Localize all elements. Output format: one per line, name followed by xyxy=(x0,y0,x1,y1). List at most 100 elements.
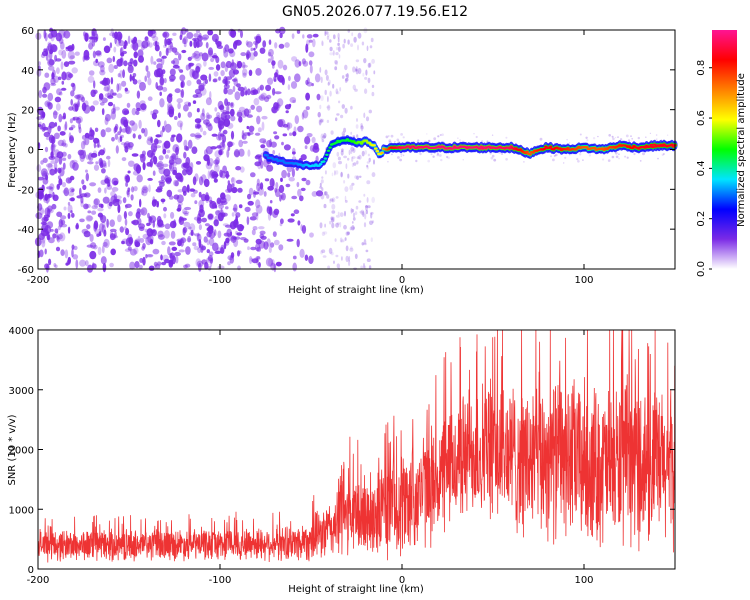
noise-blob xyxy=(253,50,258,57)
signal-core xyxy=(643,146,647,149)
noise-blob xyxy=(93,198,100,206)
noise-dot xyxy=(552,158,555,162)
noise-blob xyxy=(106,179,111,187)
noise-blob xyxy=(234,40,239,45)
noise-blob xyxy=(123,142,128,149)
noise-blob xyxy=(240,30,243,39)
noise-blob xyxy=(242,64,248,68)
noise-blob xyxy=(272,88,276,96)
noise-blob xyxy=(352,148,356,153)
noise-blob xyxy=(183,145,188,151)
noise-blob xyxy=(305,179,311,186)
snr-series-line xyxy=(37,329,676,563)
noise-blob xyxy=(294,115,299,125)
noise-blob xyxy=(131,153,139,157)
noise-blob xyxy=(127,64,134,71)
noise-blob xyxy=(354,211,358,216)
noise-blob xyxy=(52,111,59,116)
noise-blob xyxy=(270,141,277,148)
noise-blob xyxy=(98,93,104,100)
noise-blob xyxy=(142,233,150,240)
noise-blob xyxy=(95,144,102,148)
noise-blob xyxy=(85,154,90,160)
noise-blob xyxy=(232,78,238,82)
noise-blob xyxy=(90,152,98,158)
noise-blob xyxy=(337,156,341,161)
noise-blob xyxy=(208,237,215,247)
noise-blob xyxy=(198,199,205,208)
noise-blob xyxy=(220,61,226,69)
noise-blob xyxy=(190,188,195,192)
noise-blob xyxy=(233,77,238,87)
noise-dot xyxy=(501,153,504,155)
noise-blob xyxy=(163,120,167,127)
spectrogram-y-label: Frequency (Hz) xyxy=(7,112,18,188)
noise-blob xyxy=(273,239,280,246)
noise-blob xyxy=(141,190,145,196)
noise-blob xyxy=(170,211,175,219)
noise-blob xyxy=(338,160,342,165)
noise-blob xyxy=(124,218,128,226)
noise-blob xyxy=(272,231,277,238)
noise-blob xyxy=(349,184,354,191)
noise-blob xyxy=(101,245,105,254)
noise-blob xyxy=(178,216,185,225)
noise-blob xyxy=(230,102,234,107)
noise-blob xyxy=(56,235,60,241)
noise-blob xyxy=(214,215,221,222)
noise-blob xyxy=(54,96,62,103)
colorbar-label: Normalized spectral amplitude xyxy=(736,73,747,227)
noise-blob xyxy=(318,118,323,125)
noise-blob xyxy=(141,186,149,194)
noise-blob xyxy=(85,172,90,182)
noise-blob xyxy=(369,62,372,68)
noise-blob xyxy=(257,127,262,133)
noise-blob xyxy=(256,105,263,113)
noise-blob xyxy=(98,203,103,208)
noise-blob xyxy=(282,123,289,128)
noise-blob xyxy=(60,215,67,220)
noise-blob xyxy=(169,252,173,259)
x-tick-label: -200 xyxy=(27,575,50,586)
noise-blob xyxy=(114,133,118,140)
noise-blob xyxy=(71,103,79,112)
noise-blob xyxy=(141,128,145,134)
noise-blob xyxy=(157,119,161,128)
noise-blob xyxy=(131,75,135,82)
noise-blob xyxy=(363,58,367,64)
noise-dot xyxy=(400,133,403,136)
noise-blob xyxy=(322,135,326,139)
noise-blob xyxy=(51,203,57,210)
noise-blob xyxy=(356,156,360,160)
noise-blob xyxy=(350,43,354,47)
noise-blob xyxy=(133,51,138,59)
noise-blob xyxy=(325,31,329,35)
noise-blob xyxy=(345,231,350,236)
noise-dot xyxy=(500,152,503,155)
noise-blob xyxy=(172,57,180,67)
noise-blob xyxy=(230,115,236,122)
noise-blob xyxy=(73,102,79,108)
noise-blob xyxy=(146,150,154,158)
noise-blob xyxy=(205,112,210,122)
noise-blob xyxy=(368,265,372,270)
noise-blob xyxy=(361,41,365,46)
noise-blob xyxy=(279,222,283,227)
noise-blob xyxy=(229,108,235,117)
noise-blob xyxy=(185,28,189,33)
noise-blob xyxy=(197,213,202,222)
noise-blob xyxy=(59,131,66,136)
noise-blob xyxy=(114,123,119,130)
noise-blob xyxy=(162,87,168,92)
noise-blob xyxy=(220,133,225,137)
x-tick-label: 0 xyxy=(399,275,405,286)
noise-blob xyxy=(292,255,297,260)
noise-blob xyxy=(215,111,221,121)
noise-blob xyxy=(69,55,76,60)
noise-blob xyxy=(100,129,106,138)
noise-blob xyxy=(338,54,341,59)
noise-blob xyxy=(350,131,353,135)
noise-blob xyxy=(363,222,367,228)
noise-blob xyxy=(325,74,329,81)
noise-blob xyxy=(55,103,61,111)
